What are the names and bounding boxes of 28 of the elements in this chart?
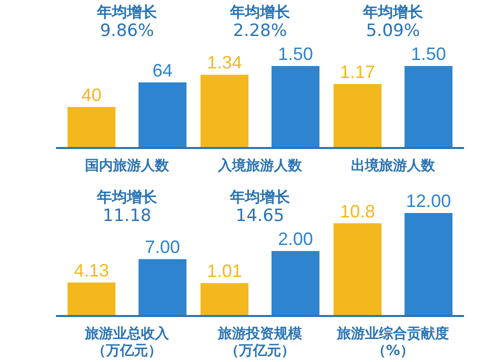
chart-title: 年均增长 <box>362 3 424 21</box>
data-label: 1.50 <box>278 44 314 64</box>
data-label: 1.34 <box>206 52 242 73</box>
chart-title: 年均增长 <box>96 188 158 206</box>
data-label: 10.8 <box>340 201 376 222</box>
x-axis-title: 国内旅游人数 <box>84 158 170 175</box>
x-axis-title: 旅游投资规模（万亿元） <box>216 326 303 360</box>
x-axis-title: 出境旅游人数 <box>350 158 436 175</box>
data-label: 40 <box>81 84 102 105</box>
chart-title: 年均增长 <box>228 3 291 21</box>
chart-subtitle: 5.09% <box>364 21 421 41</box>
data-label: 2.00 <box>278 228 314 249</box>
chart-subtitle: 9.86% <box>98 21 155 41</box>
chart-title: 年均增长 <box>228 188 291 206</box>
data-label: 12.00 <box>406 190 452 211</box>
x-axis-title: 入境旅游人数 <box>216 158 303 175</box>
data-label: 7.00 <box>144 237 180 258</box>
chart-subtitle: 11.18 <box>102 206 152 226</box>
data-label: 4.13 <box>74 260 110 280</box>
x-axis-title: 旅游业总收入（万亿元） <box>84 326 170 360</box>
chart-title: 年均增长 <box>96 3 158 21</box>
data-label: 1.17 <box>340 62 376 82</box>
data-label: 1.50 <box>410 44 446 64</box>
chart-subtitle: 14.65 <box>234 206 286 226</box>
data-label: 64 <box>152 60 173 80</box>
data-label: 1.01 <box>206 261 242 282</box>
chart-subtitle: 2.28% <box>232 21 288 41</box>
x-axis-title: 旅游业综合贡献度（%） <box>336 326 450 360</box>
